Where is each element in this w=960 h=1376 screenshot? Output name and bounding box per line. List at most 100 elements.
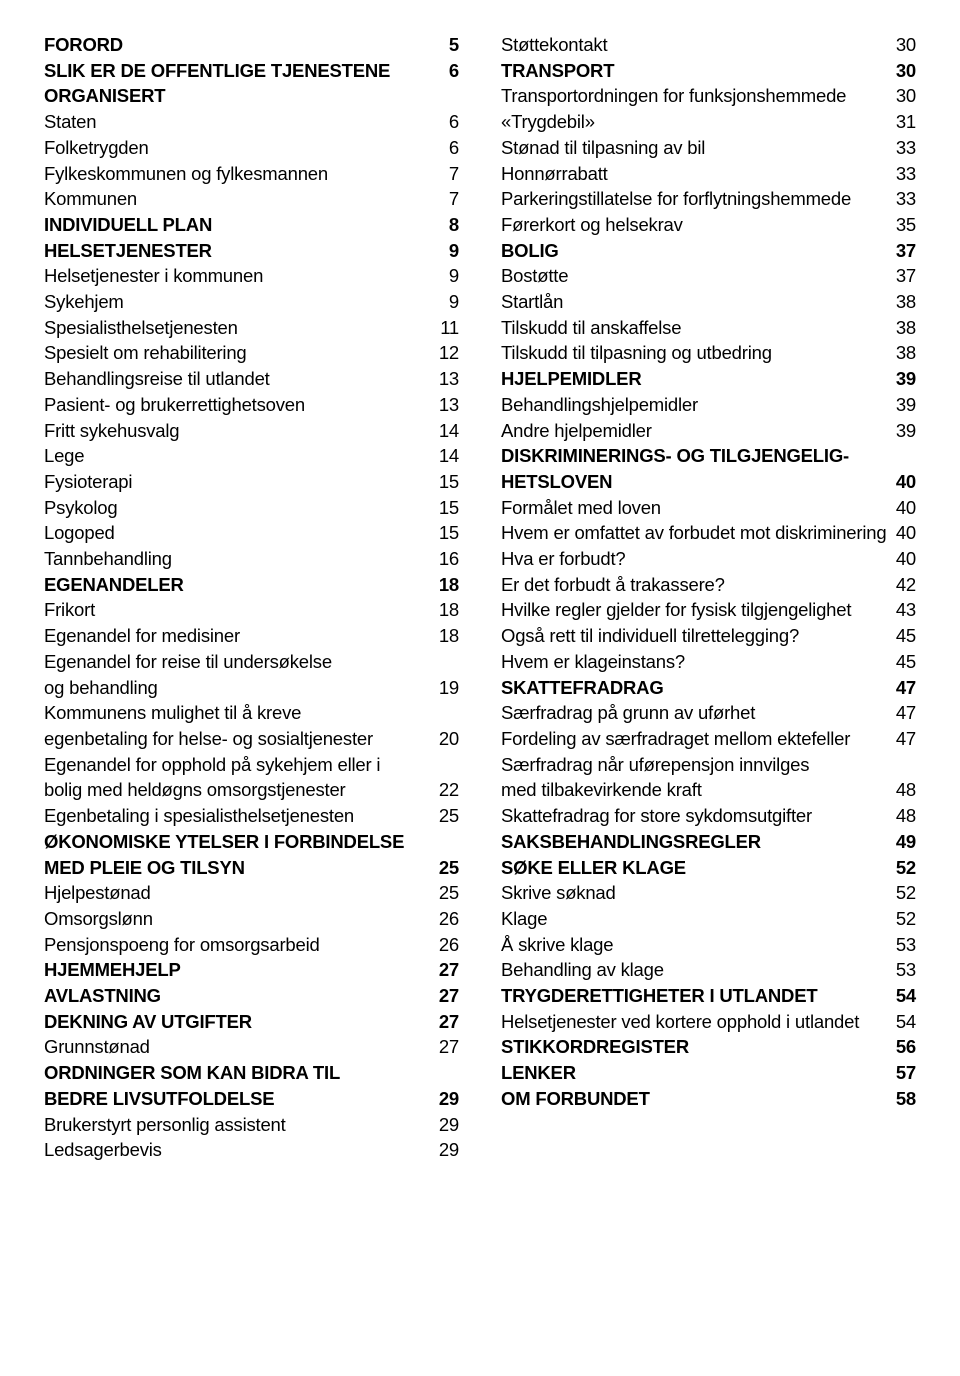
toc-entry-page: 30 — [888, 83, 916, 109]
toc-entry-label: Fysioterapi — [44, 469, 132, 495]
toc-entry-label: EGENANDELER — [44, 572, 184, 598]
toc-entry-label: Psykolog — [44, 495, 117, 521]
toc-row: Klage52 — [501, 906, 916, 932]
toc-entry-label: INDIVIDUELL PLAN — [44, 212, 212, 238]
toc-entry-page: 40 — [896, 520, 916, 546]
toc-entry-page: 7 — [441, 186, 459, 212]
toc-row: Tannbehandling16 — [44, 546, 459, 572]
toc-row: Transportordningen for funksjonshemmede3… — [501, 83, 916, 109]
toc-entry-page: 6 — [441, 135, 459, 161]
toc-row: Behandlingshjelpemidler39 — [501, 392, 916, 418]
toc-entry-label: AVLASTNING — [44, 983, 161, 1009]
toc-entry-page: 53 — [888, 957, 916, 983]
toc-entry-label: Hva er forbudt? — [501, 546, 626, 572]
toc-entry-page: 27 — [431, 957, 459, 983]
toc-entry-page: 37 — [888, 238, 916, 264]
toc-entry-page: 38 — [888, 289, 916, 315]
toc-entry-label: Stønad til tilpasning av bil — [501, 135, 705, 161]
toc-entry-label: Bostøtte — [501, 263, 568, 289]
toc-entry-page: 9 — [441, 263, 459, 289]
toc-row: og behandling19 — [44, 675, 459, 701]
toc-row: Særfradrag på grunn av uførhet 47 — [501, 700, 916, 726]
toc-entry-label: Hvem er klageinstans? — [501, 649, 685, 675]
toc-entry-label: BEDRE LIVSUTFOLDELSE — [44, 1086, 274, 1112]
toc-row: Særfradrag når uførepensjon innvilges — [501, 752, 916, 778]
toc-entry-label: Brukerstyrt personlig assistent — [44, 1112, 286, 1138]
toc-entry-label: Å skrive klage — [501, 932, 613, 958]
toc-entry-label: Ledsagerbevis — [44, 1137, 162, 1163]
toc-row: Stønad til tilpasning av bil33 — [501, 135, 916, 161]
toc-entry-page: 47 — [888, 675, 916, 701]
toc-entry-label: DISKRIMINERINGS- OG TILGJENGELIG- — [501, 443, 849, 469]
toc-row: Egenbetaling i spesialisthelsetjenesten2… — [44, 803, 459, 829]
toc-row: Grunnstønad27 — [44, 1034, 459, 1060]
toc-entry-label: Kommunen — [44, 186, 137, 212]
toc-entry-label: SØKE ELLER KLAGE — [501, 855, 686, 881]
toc-row: Fysioterapi15 — [44, 469, 459, 495]
toc-entry-label: Helsetjenester ved kortere opphold i utl… — [501, 1009, 859, 1035]
toc-row: ØKONOMISKE YTELSER I FORBINDELSE — [44, 829, 459, 855]
toc-entry-page: 22 — [431, 777, 459, 803]
toc-row: Hjelpestønad25 — [44, 880, 459, 906]
toc-entry-page: 25 — [431, 803, 459, 829]
toc-entry-label: Egenandel for opphold på sykehjem eller … — [44, 752, 380, 778]
toc-row: Tilskudd til tilpasning og utbedring38 — [501, 340, 916, 366]
toc-entry-label: Særfradrag på grunn av uførhet — [501, 700, 755, 726]
toc-entry-label: Fordeling av særfradraget mellom ektefel… — [501, 726, 850, 752]
toc-entry-label: Særfradrag når uførepensjon innvilges — [501, 752, 809, 778]
toc-entry-page: 40 — [888, 546, 916, 572]
toc-entry-label: Hvilke regler gjelder for fysisk tilgjen… — [501, 597, 851, 623]
toc-row: EGENANDELER18 — [44, 572, 459, 598]
toc-entry-label: Er det forbudt å trakassere? — [501, 572, 725, 598]
toc-entry-page: 37 — [888, 263, 916, 289]
toc-entry-label: DEKNING AV UTGIFTER — [44, 1009, 252, 1035]
toc-row: Hvem er klageinstans? 45 — [501, 649, 916, 675]
toc-row: Skattefradrag for store sykdomsutgifter4… — [501, 803, 916, 829]
toc-row: Psykolog 15 — [44, 495, 459, 521]
toc-row: Skrive søknad52 — [501, 880, 916, 906]
toc-entry-label: bolig med heldøgns omsorgstjenester — [44, 777, 346, 803]
toc-entry-label: Skrive søknad — [501, 880, 616, 906]
toc-entry-label: Egenandel for medisiner — [44, 623, 240, 649]
toc-entry-label: Lege — [44, 443, 84, 469]
toc-entry-label: STIKKORDREGISTER — [501, 1034, 689, 1060]
toc-row: DEKNING AV UTGIFTER27 — [44, 1009, 459, 1035]
toc-entry-page: 45 — [888, 649, 916, 675]
toc-row: Pensjonspoeng for omsorgsarbeid26 — [44, 932, 459, 958]
toc-row: HJEMMEHJELP27 — [44, 957, 459, 983]
toc-entry-page: 29 — [431, 1137, 459, 1163]
toc-entry-page: 18 — [431, 597, 459, 623]
toc-row: Også rett til individuell tilretteleggin… — [501, 623, 916, 649]
toc-entry-page: 54 — [888, 983, 916, 1009]
toc-entry-page: 15 — [431, 495, 459, 521]
toc-entry-page: 56 — [888, 1034, 916, 1060]
toc-row: Støttekontakt30 — [501, 32, 916, 58]
toc-row: HETSLOVEN40 — [501, 469, 916, 495]
toc-row: Er det forbudt å trakassere?42 — [501, 572, 916, 598]
toc-entry-page: 11 — [432, 315, 459, 341]
toc-columns: FORORD5SLIK ER DE OFFENTLIGE TJENESTENE … — [44, 32, 916, 1163]
toc-row: Tilskudd til anskaffelse38 — [501, 315, 916, 341]
toc-entry-label: Grunnstønad — [44, 1034, 150, 1060]
toc-entry-label: TRYGDERETTIGHETER I UTLANDET — [501, 983, 817, 1009]
toc-row: Spesielt om rehabilitering12 — [44, 340, 459, 366]
toc-entry-label: Hjelpestønad — [44, 880, 151, 906]
toc-entry-page: 47 — [888, 700, 916, 726]
toc-row: Sykehjem9 — [44, 289, 459, 315]
toc-entry-page: 40 — [888, 495, 916, 521]
toc-entry-page: 15 — [431, 520, 459, 546]
toc-entry-page: 9 — [441, 238, 459, 264]
toc-entry-page: 25 — [431, 855, 459, 881]
toc-entry-label: Tilskudd til anskaffelse — [501, 315, 681, 341]
toc-entry-label: SAKSBEHANDLINGSREGLER — [501, 829, 761, 855]
toc-row: LENKER57 — [501, 1060, 916, 1086]
toc-entry-label: HJELPEMIDLER — [501, 366, 641, 392]
toc-row: Logoped 15 — [44, 520, 459, 546]
toc-entry-page: 26 — [431, 906, 459, 932]
toc-row: Behandling av klage53 — [501, 957, 916, 983]
toc-entry-label: FORORD — [44, 32, 123, 58]
toc-entry-label: Logoped — [44, 520, 115, 546]
toc-row: INDIVIDUELL PLAN8 — [44, 212, 459, 238]
toc-row: STIKKORDREGISTER 56 — [501, 1034, 916, 1060]
toc-row: OM FORBUNDET58 — [501, 1086, 916, 1112]
